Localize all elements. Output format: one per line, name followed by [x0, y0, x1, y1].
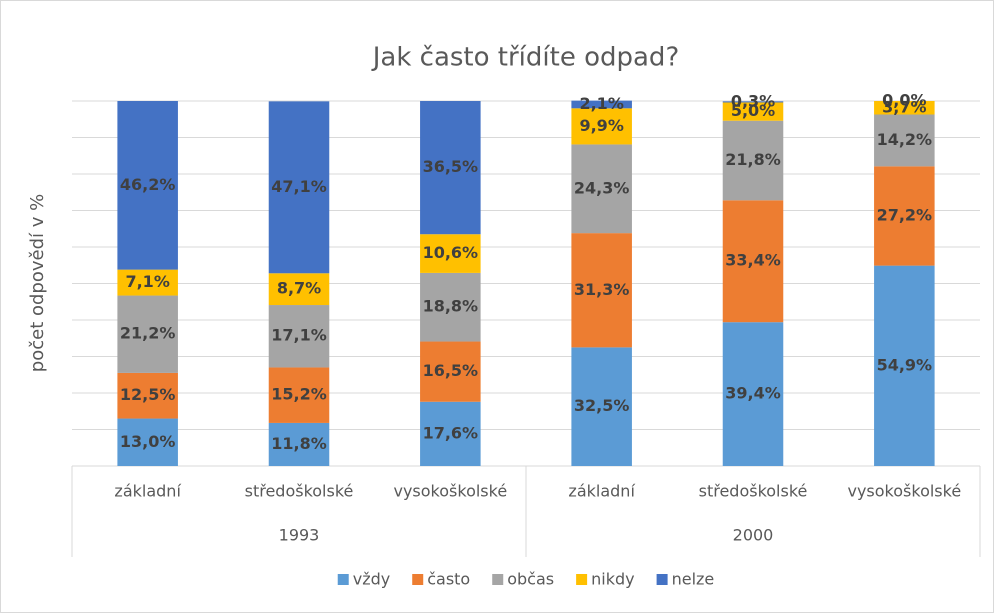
bar-segment	[571, 347, 632, 466]
legend-swatch	[412, 574, 424, 585]
data-label: 46,2%	[120, 175, 176, 194]
bar-segment	[722, 102, 784, 121]
data-label: 17,6%	[423, 423, 479, 442]
bar-segment	[268, 273, 330, 306]
legend-swatch	[337, 574, 349, 585]
chart-title: Jak často třídíte odpad?	[371, 43, 680, 73]
data-label: 0,3%	[731, 91, 775, 110]
data-label: 36,5%	[423, 157, 479, 176]
data-label: 18,8%	[423, 297, 479, 316]
x-tick-label: středoškolské	[699, 482, 808, 501]
data-label: 15,2%	[271, 385, 327, 404]
data-label: 31,3%	[574, 280, 630, 299]
data-label: 16,5%	[423, 361, 479, 380]
data-label: 0,0%	[882, 91, 926, 110]
data-label: 7,1%	[125, 272, 169, 291]
bar-segment	[268, 367, 330, 423]
x-tick-label: vysokoškolské	[847, 482, 961, 501]
data-label: 9,9%	[579, 116, 623, 135]
data-label: 27,2%	[877, 205, 933, 224]
data-label: 14,2%	[877, 130, 933, 149]
bar-segment	[571, 108, 632, 145]
bar-segment	[268, 422, 330, 466]
data-label: 11,8%	[271, 434, 327, 453]
bar-segment	[874, 114, 935, 167]
bar-segment	[571, 233, 632, 348]
data-label: 8,7%	[277, 279, 321, 298]
data-label: 24,3%	[574, 178, 630, 197]
bar-segment	[571, 144, 632, 234]
bar-segment	[874, 265, 935, 466]
bar-segment	[117, 295, 178, 373]
data-label: 32,5%	[574, 396, 630, 415]
bar-segment	[420, 272, 481, 342]
legend-label: nelze	[672, 570, 715, 589]
bar-segment	[268, 305, 330, 368]
bar-segment	[117, 418, 178, 466]
bar-segment	[117, 372, 178, 419]
data-label: 2,1%	[579, 94, 623, 113]
data-label: 3,7%	[882, 97, 926, 116]
x-tick-label: základní	[568, 482, 635, 501]
legend-swatch	[576, 574, 588, 585]
data-label: 12,5%	[120, 385, 176, 404]
bar-segment	[268, 101, 330, 274]
data-label: 33,4%	[725, 251, 781, 270]
bar-segment	[571, 100, 632, 109]
data-label: 13,0%	[120, 432, 176, 451]
data-label: 21,8%	[725, 150, 781, 169]
legend-label: vždy	[353, 570, 391, 589]
bar-segment	[420, 341, 481, 402]
x-tick-label: vysokoškolské	[393, 482, 507, 501]
data-label: 17,1%	[271, 326, 327, 345]
legend-label: občas	[507, 570, 554, 589]
group-label: 1993	[279, 526, 320, 545]
legend-label: nikdy	[591, 570, 634, 589]
x-tick-label: středoškolské	[245, 482, 354, 501]
data-label: 21,2%	[120, 324, 176, 343]
bar-segment	[722, 322, 784, 466]
data-label: 54,9%	[877, 355, 933, 374]
bar-segment	[874, 166, 935, 266]
legend-swatch	[656, 574, 668, 585]
bar-segment	[420, 101, 481, 235]
y-axis-label: počet odpovědí v %	[27, 194, 48, 372]
group-label: 2000	[733, 526, 774, 545]
data-label: 5,0%	[731, 101, 775, 120]
bar-segment	[722, 101, 784, 103]
legend-label: často	[427, 570, 470, 589]
data-label: 47,1%	[271, 177, 327, 196]
data-label: 39,4%	[725, 384, 781, 403]
bar-segment	[420, 401, 481, 466]
legend-swatch	[492, 574, 504, 585]
bar-segment	[874, 101, 935, 115]
bar-segment	[117, 101, 178, 270]
bar-segment	[722, 120, 784, 201]
bar-segment	[722, 200, 784, 323]
bar-segment	[117, 269, 178, 296]
data-label: 10,6%	[423, 243, 479, 262]
x-tick-label: základní	[114, 482, 181, 501]
bar-segment	[420, 234, 481, 273]
